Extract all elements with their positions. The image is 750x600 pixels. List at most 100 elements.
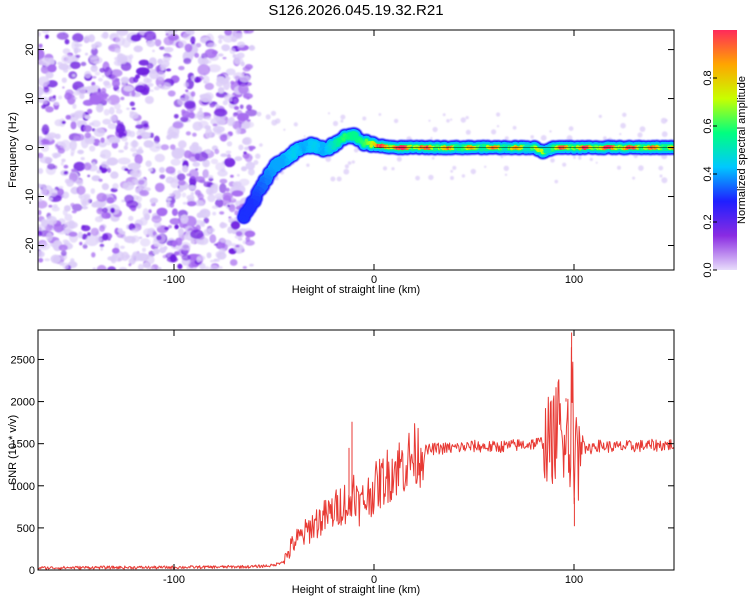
noise-blob xyxy=(246,119,251,122)
noise-blob xyxy=(38,57,52,66)
noise-blob xyxy=(63,170,69,175)
noise-blob xyxy=(215,241,226,250)
noise-blob xyxy=(180,214,189,224)
noise-blob xyxy=(60,161,64,166)
noise-blob xyxy=(45,71,54,79)
noise-blob xyxy=(234,210,239,216)
noise-blob xyxy=(340,119,344,123)
noise-blob xyxy=(343,168,350,175)
noise-blob xyxy=(224,30,233,36)
noise-blob xyxy=(619,133,622,136)
noise-blob xyxy=(100,149,112,159)
noise-blob xyxy=(219,221,226,229)
noise-blob xyxy=(391,167,395,171)
noise-blob xyxy=(204,48,218,59)
noise-blob xyxy=(225,150,232,154)
noise-blob xyxy=(166,197,172,201)
noise-blob xyxy=(38,48,45,61)
noise-blob xyxy=(172,240,177,248)
noise-blob xyxy=(91,175,101,182)
noise-blob xyxy=(219,178,228,184)
noise-blob xyxy=(270,110,277,116)
noise-blob xyxy=(166,134,173,140)
noise-blob xyxy=(496,112,501,117)
noise-blob xyxy=(275,118,281,124)
noise-blob xyxy=(123,145,128,150)
noise-blob xyxy=(178,140,187,149)
noise-blob xyxy=(244,230,256,238)
noise-blob xyxy=(129,111,139,119)
noise-blob xyxy=(191,46,199,53)
noise-blob xyxy=(159,174,166,179)
noise-blob xyxy=(41,30,50,34)
noise-blob xyxy=(344,164,349,169)
noise-blob xyxy=(38,43,43,48)
noise-blob xyxy=(68,231,78,237)
noise-blob xyxy=(188,112,195,119)
noise-blob xyxy=(188,169,199,179)
noise-blob xyxy=(203,217,210,224)
noise-blob xyxy=(76,179,84,186)
noise-blob xyxy=(184,100,196,110)
noise-blob xyxy=(239,75,251,83)
noise-blob xyxy=(96,264,107,270)
noise-blob xyxy=(98,141,107,148)
noise-blob xyxy=(293,122,298,127)
noise-blob xyxy=(158,84,162,87)
noise-blob xyxy=(156,71,166,81)
noise-blob xyxy=(112,247,120,254)
noise-blob xyxy=(110,115,117,122)
noise-blob xyxy=(661,177,668,184)
noise-blob xyxy=(143,228,153,237)
noise-blob xyxy=(131,253,144,260)
noise-blob xyxy=(102,207,108,213)
noise-blob xyxy=(44,258,50,262)
noise-blob xyxy=(122,181,135,191)
noise-blob xyxy=(210,158,219,165)
noise-blob xyxy=(42,100,48,105)
noise-blob xyxy=(96,207,104,215)
noise-blob xyxy=(154,86,160,91)
noise-blob xyxy=(178,228,184,236)
noise-blob xyxy=(165,252,176,259)
noise-blob xyxy=(110,171,119,179)
ridge-layer xyxy=(242,132,674,219)
noise-blob xyxy=(245,161,255,170)
snr-x-label: Height of straight line (km) xyxy=(292,584,420,596)
noise-blob xyxy=(128,215,134,221)
noise-blob xyxy=(83,162,92,171)
noise-blob xyxy=(134,179,139,186)
noise-blob xyxy=(118,149,124,153)
noise-blob xyxy=(143,30,156,41)
noise-blob xyxy=(470,168,476,175)
ridge-point xyxy=(266,175,270,179)
noise-blob xyxy=(116,89,121,93)
noise-blob xyxy=(194,77,202,83)
noise-blob xyxy=(491,129,497,135)
noise-blob xyxy=(504,173,508,176)
noise-blob xyxy=(212,211,217,216)
noise-blob xyxy=(637,132,643,138)
noise-blob xyxy=(430,136,433,140)
noise-blob xyxy=(138,59,150,66)
noise-blob xyxy=(203,168,210,179)
noise-blob xyxy=(131,228,139,233)
noise-blob xyxy=(209,104,215,108)
noise-blob xyxy=(222,192,233,201)
noise-blob xyxy=(347,161,352,165)
noise-blob xyxy=(633,153,638,159)
ridge-point xyxy=(309,141,314,146)
noise-blob xyxy=(204,82,214,90)
noise-blob xyxy=(38,200,48,209)
noise-blob xyxy=(603,136,607,141)
noise-blob xyxy=(530,135,534,139)
colorbar-tick-label: 0.0 xyxy=(702,262,714,277)
spectral-ridge xyxy=(237,127,674,225)
noise-blob xyxy=(65,114,72,120)
y-tick-label: 20 xyxy=(24,43,36,55)
noise-blob xyxy=(170,158,181,166)
noise-blob xyxy=(182,32,192,40)
noise-blob xyxy=(200,210,207,214)
noise-blob xyxy=(102,118,112,125)
noise-blob xyxy=(186,201,197,207)
